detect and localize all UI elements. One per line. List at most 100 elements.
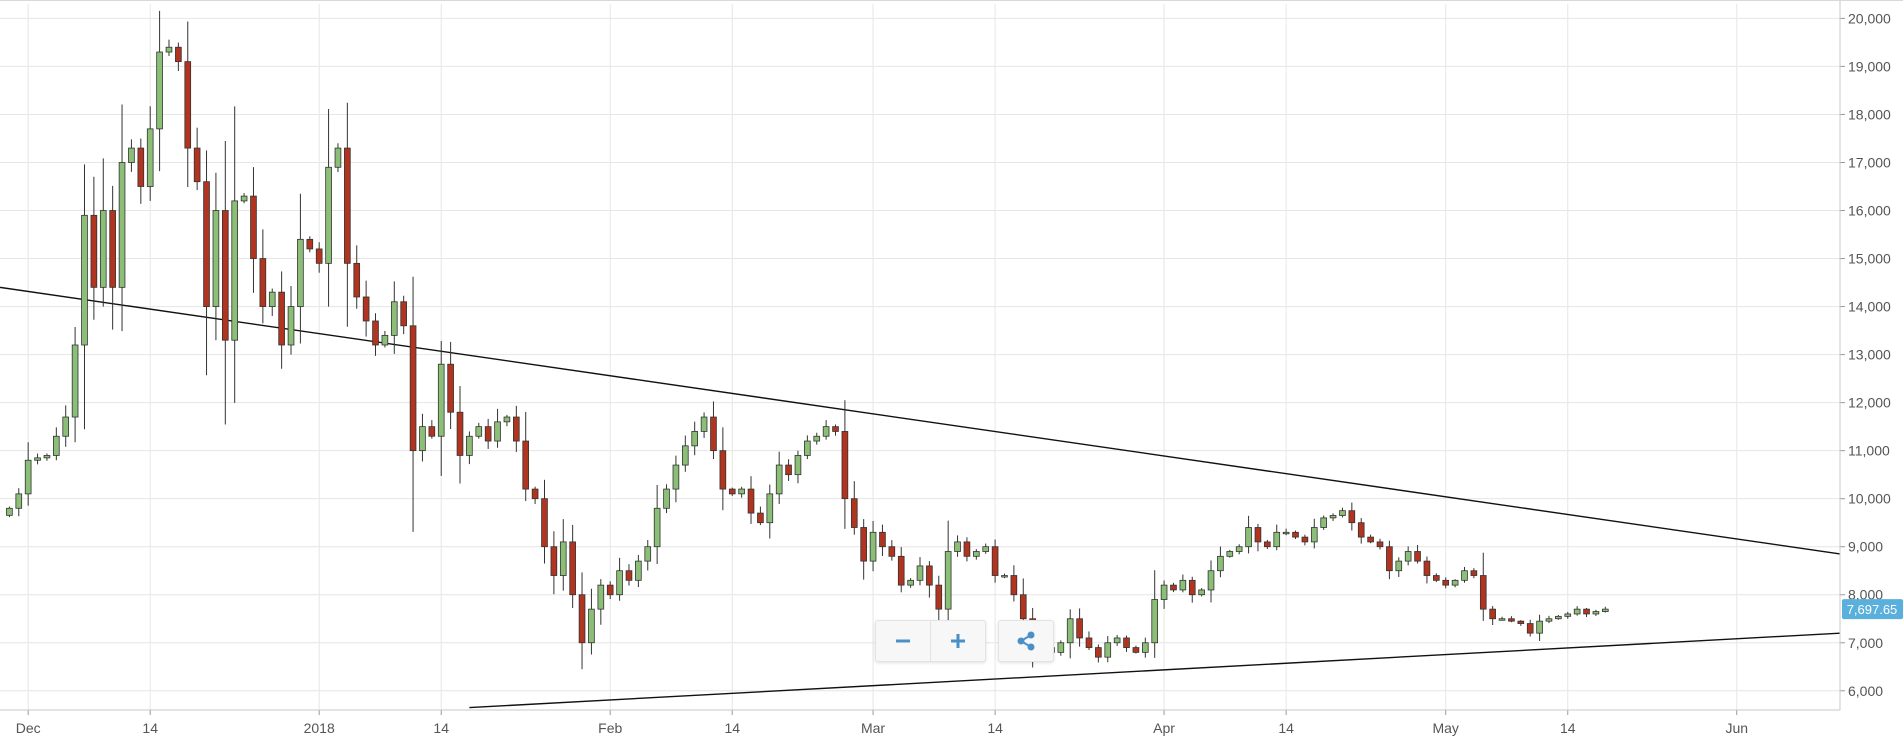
- y-tick-label: 19,000: [1848, 58, 1891, 74]
- x-tick-label: 2018: [304, 720, 335, 736]
- zoom-in-icon: [951, 634, 965, 648]
- candle-down: [897, 555, 905, 586]
- candle-up: [99, 210, 107, 288]
- last-price-tag: 7,697.65: [1842, 599, 1903, 620]
- candle-down: [203, 181, 210, 307]
- candle-up: [766, 493, 774, 524]
- candle-up: [794, 455, 802, 476]
- candle-down: [1479, 575, 1487, 610]
- candle-up: [1404, 551, 1412, 562]
- x-tick-label: Apr: [1153, 720, 1175, 736]
- y-tick-label: 9,000: [1848, 539, 1883, 555]
- candle-up: [1451, 579, 1459, 586]
- share-controls: [998, 620, 1054, 662]
- candle-down: [1526, 623, 1534, 634]
- candle-down: [1517, 620, 1525, 624]
- candle-down: [879, 531, 886, 548]
- candle-down: [137, 147, 145, 187]
- candle-up: [34, 457, 41, 461]
- candle-down: [832, 426, 839, 432]
- candle-up: [1245, 527, 1252, 548]
- candle-down: [860, 527, 867, 562]
- x-tick-label: 14: [142, 720, 158, 736]
- zoom-out-icon: [896, 639, 910, 643]
- candle-up: [635, 560, 642, 581]
- candle-up: [954, 541, 961, 552]
- candle-up: [231, 200, 239, 341]
- candle-up: [1339, 510, 1346, 516]
- candle-up: [653, 507, 661, 548]
- candle-down: [315, 248, 323, 264]
- y-tick-label: 8,000: [1848, 587, 1883, 603]
- candle-down: [1301, 536, 1309, 543]
- candle-down: [550, 546, 558, 576]
- candle-down: [625, 570, 633, 581]
- candle-down: [1085, 637, 1093, 648]
- candle-up: [165, 46, 173, 53]
- share-button[interactable]: [999, 621, 1053, 661]
- candle-up: [916, 565, 924, 581]
- candle-up: [325, 166, 332, 264]
- candles: [6, 10, 1609, 670]
- candle-down: [569, 541, 576, 596]
- candle-down: [578, 594, 586, 644]
- candle-up: [1564, 613, 1572, 617]
- candle-down: [1433, 575, 1440, 581]
- candle-up: [466, 435, 473, 456]
- candle-down: [428, 426, 436, 437]
- candle-down: [719, 450, 727, 490]
- candle-up: [1057, 642, 1065, 653]
- x-tick-label: Jun: [1725, 720, 1748, 736]
- candle-up: [1179, 579, 1187, 591]
- candle-up: [287, 306, 295, 346]
- candle-down: [1470, 570, 1478, 576]
- candle-down: [1386, 546, 1393, 572]
- y-tick-label: 11,000: [1848, 443, 1890, 459]
- zoom-out-button[interactable]: [876, 621, 930, 661]
- trendline-resistance: [0, 286, 1841, 555]
- candle-up: [944, 551, 952, 610]
- candle-down: [1414, 551, 1421, 562]
- candle-up: [297, 238, 304, 307]
- candle-up: [1555, 615, 1562, 620]
- x-tick-label: 14: [1560, 720, 1576, 736]
- candle-down: [531, 488, 539, 500]
- candle-up: [681, 445, 689, 466]
- candle-up: [1329, 515, 1337, 519]
- candle-up: [1592, 611, 1600, 615]
- candle-down: [175, 46, 182, 63]
- y-tick-label: 14,000: [1848, 299, 1891, 315]
- candle-up: [390, 301, 398, 336]
- candle-down: [184, 61, 192, 149]
- candle-up: [437, 363, 445, 437]
- candle-up: [15, 493, 23, 509]
- candle-up: [804, 440, 811, 456]
- candle-up: [672, 464, 680, 490]
- candle-down: [1076, 618, 1083, 639]
- candle-down: [747, 488, 755, 514]
- candle-up: [494, 421, 501, 442]
- candle-down: [1508, 618, 1515, 622]
- x-tick-label: 14: [724, 720, 740, 736]
- zoom-in-button[interactable]: [930, 621, 985, 661]
- candle-up: [1310, 527, 1318, 543]
- x-tick-label: Mar: [861, 720, 885, 736]
- candle-up: [644, 546, 652, 562]
- candle-down: [447, 363, 454, 413]
- candle-up: [128, 147, 135, 163]
- candle-down: [409, 325, 417, 452]
- candle-down: [1254, 527, 1262, 543]
- x-tick-label: Dec: [16, 720, 41, 736]
- candle-down: [221, 210, 229, 341]
- candle-down: [522, 440, 530, 490]
- candle-down: [850, 498, 858, 528]
- candle-up: [1160, 584, 1168, 600]
- candle-up: [6, 507, 13, 516]
- candle-down: [259, 258, 267, 307]
- candle-down: [1357, 522, 1365, 538]
- candle-down: [344, 147, 351, 264]
- candle-up: [503, 416, 511, 423]
- candle-up: [1113, 637, 1121, 644]
